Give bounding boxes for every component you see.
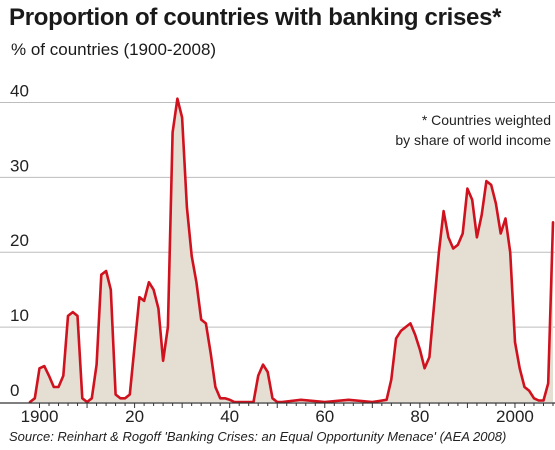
crisis-line [28,97,555,404]
weighting-note-line-1: * Countries weighted [422,112,551,128]
chart-title: Proportion of countries with banking cri… [9,4,502,31]
x-tick-label: 60 [315,407,334,426]
x-tick-label: 20 [125,407,144,426]
x-tick-label: 80 [410,407,429,426]
weighting-note-line-2: by share of world income [395,132,551,148]
y-tick-label: 10 [10,306,29,325]
chart-subtitle: % of countries (1900-2008) [11,40,217,59]
x-tick-label: 40 [220,407,239,426]
x-axis-labels: 1900 20 40 60 80 2000 [21,407,534,426]
y-axis-labels: 0 10 20 30 40 [10,81,29,400]
x-tick-label: 2000 [496,407,534,426]
y-tick-label: 40 [10,81,29,100]
source-note: Source: Reinhart & Rogoff 'Banking Crise… [9,429,507,444]
banking-crises-chart: 0 10 20 30 40 1900 20 40 60 80 2000 * Countries w… [0,81,555,426]
y-tick-label: 0 [10,381,19,400]
crisis-area-fill [30,98,553,402]
y-tick-label: 20 [10,231,29,250]
y-tick-label: 30 [10,156,29,175]
x-tick-label: 1900 [21,407,59,426]
x-axis-ticks [39,403,554,408]
